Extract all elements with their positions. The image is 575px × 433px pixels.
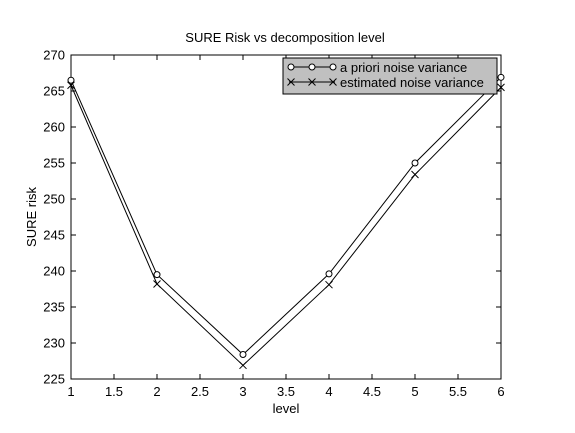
data-point-0-5 (497, 73, 505, 81)
y-tick-label: 235 (43, 300, 65, 315)
legend-label-estimated: estimated noise variance (340, 75, 484, 90)
x-tick-label: 1.5 (105, 384, 123, 399)
legend-marker-left-1 (287, 78, 295, 86)
legend-marker-left-0 (287, 63, 295, 71)
data-point-1-4 (411, 170, 419, 179)
data-point-1-1-stroke-b (153, 280, 161, 288)
data-point-1-5-stroke-b (497, 83, 505, 92)
legend: a priori noise variance estimated noise … (282, 57, 498, 95)
y-tick-label: 230 (43, 336, 65, 351)
y-tick-label: 225 (43, 372, 65, 387)
data-point-1-1 (153, 280, 161, 288)
legend-marker-circle (287, 63, 337, 71)
x-tick-label: 2.5 (191, 384, 209, 399)
legend-marker-right-1 (329, 78, 337, 86)
plot-area (70, 54, 502, 380)
series-layer (67, 73, 505, 370)
y-axis-title: SURE risk (24, 187, 39, 247)
x-tick-label: 3 (239, 384, 246, 399)
x-tick-label: 2 (153, 384, 160, 399)
data-point-0-3 (325, 270, 333, 278)
x-tick-label: 4.5 (363, 384, 381, 399)
x-tick-label: 5 (411, 384, 418, 399)
data-point-1-3-stroke-b (325, 280, 333, 289)
y-tick-label: 255 (43, 156, 65, 171)
legend-marker-right-0 (329, 63, 337, 71)
series-line-0 (70, 76, 502, 356)
data-point-1-4-stroke-b (411, 170, 419, 179)
series-line-1 (70, 85, 502, 367)
x-tick-label: 4 (325, 384, 332, 399)
legend-marker-mid-1 (308, 78, 316, 86)
x-tick-label: 5.5 (449, 384, 467, 399)
legend-marker-left-1-stroke-b (287, 78, 295, 86)
chart-title: SURE Risk vs decomposition level (185, 30, 385, 45)
data-point-0-2 (239, 351, 247, 359)
y-tick-label: 240 (43, 264, 65, 279)
data-point-0-1 (153, 271, 161, 279)
legend-marker-mid-0 (308, 63, 316, 71)
legend-marker-mid-1-stroke-b (308, 78, 316, 86)
data-point-1-0 (67, 81, 75, 90)
data-point-1-2-stroke-b (239, 361, 247, 370)
legend-box (282, 57, 498, 95)
data-point-1-2 (239, 361, 247, 370)
x-tick-label: 1 (67, 384, 74, 399)
y-axis: 225 230 235 240 245 250 255 260 265 270 (43, 48, 501, 387)
data-point-1-5 (497, 83, 505, 92)
x-axis: 1 1.5 2 2.5 3 3.5 4 4.5 5 5.5 6 (67, 55, 505, 399)
data-point-0-0 (67, 76, 75, 84)
legend-marker-x (287, 78, 337, 86)
data-point-1-3 (325, 280, 333, 289)
x-tick-label: 6 (497, 384, 504, 399)
legend-marker-right-1-stroke-b (329, 78, 337, 86)
y-tick-label: 250 (43, 192, 65, 207)
data-point-1-0-stroke-b (67, 81, 75, 90)
legend-label-a-priori: a priori noise variance (340, 60, 467, 75)
y-tick-label: 260 (43, 120, 65, 135)
data-point-0-4 (411, 159, 419, 167)
x-tick-label: 3.5 (277, 384, 295, 399)
y-tick-label: 270 (43, 48, 65, 63)
y-tick-label: 245 (43, 228, 65, 243)
y-tick-label: 265 (43, 84, 65, 99)
x-axis-title: level (273, 401, 300, 416)
